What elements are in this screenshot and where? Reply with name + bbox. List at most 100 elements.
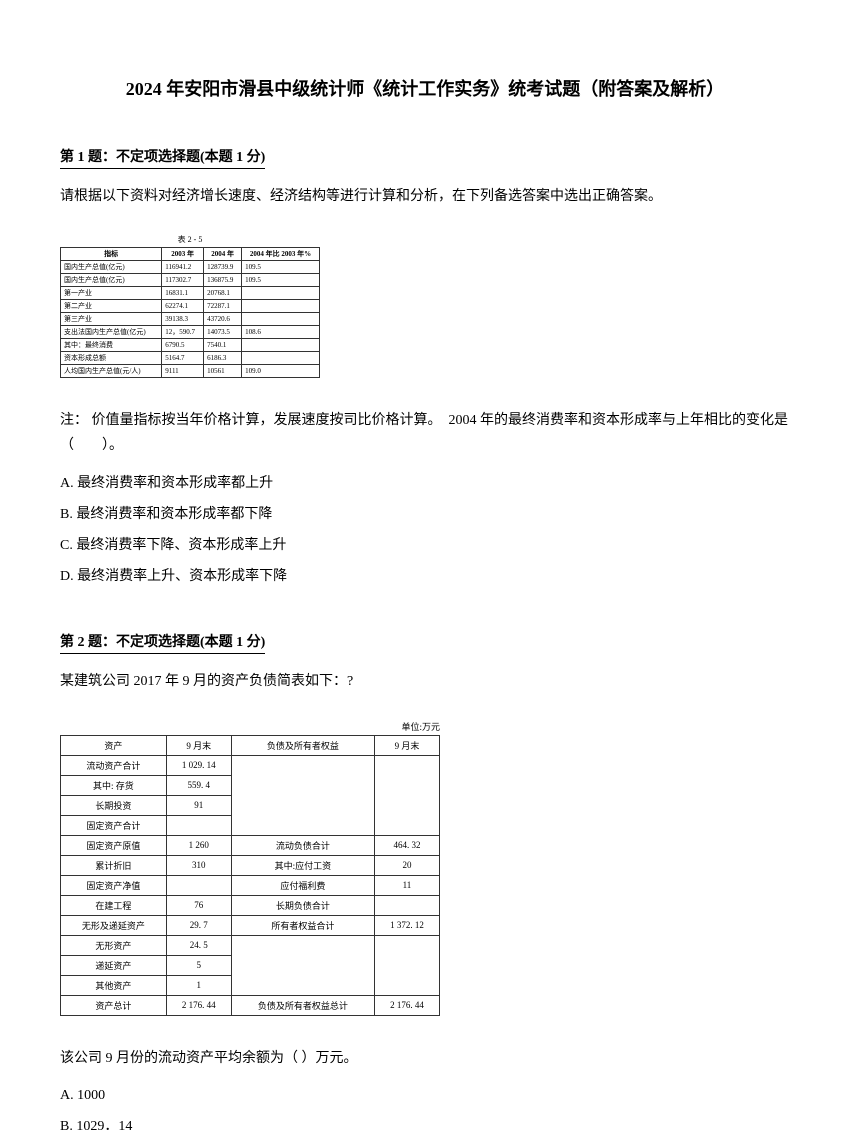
table-cell	[374, 935, 439, 995]
q1-option-d: D. 最终消费率上升、资本形成率下降	[60, 564, 790, 589]
table-cell: 所有者权益合计	[231, 915, 374, 935]
table-cell: 10561	[204, 365, 242, 378]
q2-header: 第 2 题：不定项选择题(本题 1 分)	[60, 631, 265, 654]
page-title: 2024 年安阳市滑县中级统计师《统计工作实务》统考试题（附答案及解析）	[60, 75, 790, 101]
table-cell: 43720.6	[204, 313, 242, 326]
table-cell: 5164.7	[162, 352, 204, 365]
table-cell: 9 月末	[374, 735, 439, 755]
table-row: 其中：最终消费6790.57540.1	[61, 339, 320, 352]
table-cell: 136875.9	[204, 274, 242, 287]
table-cell: 其他资产	[61, 975, 167, 995]
table-cell: 1 372. 12	[374, 915, 439, 935]
table-row: 累计折旧310其中:应付工资20	[61, 855, 440, 875]
q2-question-line: 该公司 9 月份的流动资产平均余额为（ ）万元。	[60, 1046, 790, 1071]
table-cell: 2004 年比 2003 年%	[242, 248, 320, 261]
table-cell: 负债及所有者权益	[231, 735, 374, 755]
q1-option-b: B. 最终消费率和资本形成率都下降	[60, 502, 790, 527]
table-cell: 应付福利费	[231, 875, 374, 895]
table-cell	[374, 755, 439, 835]
table-row: 无形资产24. 5	[61, 935, 440, 955]
table-cell: 资产	[61, 735, 167, 755]
table-row: 第三产业39138.343720.6	[61, 313, 320, 326]
table-cell: 流动负债合计	[231, 835, 374, 855]
table-cell: 2 176. 44	[166, 995, 231, 1015]
q1-option-a: A. 最终消费率和资本形成率都上升	[60, 471, 790, 496]
table-cell	[231, 935, 374, 995]
q1-option-c: C. 最终消费率下降、资本形成率上升	[60, 533, 790, 558]
table-cell: 76	[166, 895, 231, 915]
table-cell: 128739.9	[204, 261, 242, 274]
table-cell: 第二产业	[61, 300, 162, 313]
table-cell: 其中:应付工资	[231, 855, 374, 875]
table-cell: 资产总计	[61, 995, 167, 1015]
table-cell	[231, 755, 374, 835]
table-cell: 20	[374, 855, 439, 875]
table-cell: 指标	[61, 248, 162, 261]
table-row: 流动资产合计1 029. 14	[61, 755, 440, 775]
question-1: 第 1 题：不定项选择题(本题 1 分) 请根据以下资料对经济增长速度、经济结构…	[60, 146, 790, 589]
table-cell: 29. 7	[166, 915, 231, 935]
table-cell: 91	[166, 795, 231, 815]
table-row: 第一产业16831.120768.1	[61, 287, 320, 300]
table-row: 固定资产原值1 260流动负债合计464. 32	[61, 835, 440, 855]
table-cell: 第一产业	[61, 287, 162, 300]
table-cell: 24. 5	[166, 935, 231, 955]
table-cell: 109.5	[242, 261, 320, 274]
table-cell: 固定资产合计	[61, 815, 167, 835]
table-cell: 20768.1	[204, 287, 242, 300]
table-cell: 人均国内生产总值(元/人)	[61, 365, 162, 378]
table-cell: 108.6	[242, 326, 320, 339]
table-cell	[166, 815, 231, 835]
table-cell: 62274.1	[162, 300, 204, 313]
q1-header: 第 1 题：不定项选择题(本题 1 分)	[60, 146, 265, 169]
table-cell: 无形资产	[61, 935, 167, 955]
table-cell: 第三产业	[61, 313, 162, 326]
table-cell: 长期负债合计	[231, 895, 374, 915]
table-cell: 其中：最终消费	[61, 339, 162, 352]
table-cell: 5	[166, 955, 231, 975]
table-row: 在建工程76长期负债合计	[61, 895, 440, 915]
table-row: 第二产业62274.172287.1	[61, 300, 320, 313]
table-cell: 资本形成总额	[61, 352, 162, 365]
table-cell: 国内生产总值(亿元)	[61, 261, 162, 274]
table-cell: 2004 年	[204, 248, 242, 261]
table-cell: 无形及递延资产	[61, 915, 167, 935]
table-row: 支出法国内生产总值(亿元)12，590.714073.5108.6	[61, 326, 320, 339]
table-cell: 2 176. 44	[374, 995, 439, 1015]
table-cell	[374, 895, 439, 915]
table-cell: 1 260	[166, 835, 231, 855]
table-cell	[242, 339, 320, 352]
table-cell: 在建工程	[61, 895, 167, 915]
table-row: 资本形成总额5164.76186.3	[61, 352, 320, 365]
table-cell: 递延资产	[61, 955, 167, 975]
table-cell: 7540.1	[204, 339, 242, 352]
table-row: 指标 2003 年 2004 年 2004 年比 2003 年%	[61, 248, 320, 261]
table-cell: 116941.2	[162, 261, 204, 274]
table-cell: 39138.3	[162, 313, 204, 326]
table-row: 人均国内生产总值(元/人)911110561109.0	[61, 365, 320, 378]
table-cell: 72287.1	[204, 300, 242, 313]
table-cell: 固定资产原值	[61, 835, 167, 855]
table-row: 无形及递延资产29. 7所有者权益合计1 372. 12	[61, 915, 440, 935]
table-cell: 6186.3	[204, 352, 242, 365]
table-cell: 109.5	[242, 274, 320, 287]
q2-option-b: B. 1029．14	[60, 1114, 790, 1139]
q1-text: 请根据以下资料对经济增长速度、经济结构等进行计算和分析，在下列备选答案中选出正确…	[60, 184, 790, 209]
table-cell	[242, 313, 320, 326]
table-cell: 11	[374, 875, 439, 895]
q2-unit: 单位:万元	[60, 720, 440, 733]
table-row: 国内生产总值(亿元)116941.2128739.9109.5	[61, 261, 320, 274]
table-cell: 9111	[162, 365, 204, 378]
table-row: 固定资产净值应付福利费11	[61, 875, 440, 895]
q2-table-container: 单位:万元 资产 9 月末 负债及所有者权益 9 月末 流动资产合计1 029.…	[60, 720, 790, 1016]
table-cell: 6790.5	[162, 339, 204, 352]
table-cell: 长期投资	[61, 795, 167, 815]
table-cell: 国内生产总值(亿元)	[61, 274, 162, 287]
q2-option-a: A. 1000	[60, 1083, 790, 1108]
table-row: 国内生产总值(亿元)117302.7136875.9109.5	[61, 274, 320, 287]
table-cell: 支出法国内生产总值(亿元)	[61, 326, 162, 339]
table-cell: 464. 32	[374, 835, 439, 855]
q1-table: 表 2 - 5 指标 2003 年 2004 年 2004 年比 2003 年%…	[60, 234, 320, 378]
table-cell: 117302.7	[162, 274, 204, 287]
table-cell: 310	[166, 855, 231, 875]
